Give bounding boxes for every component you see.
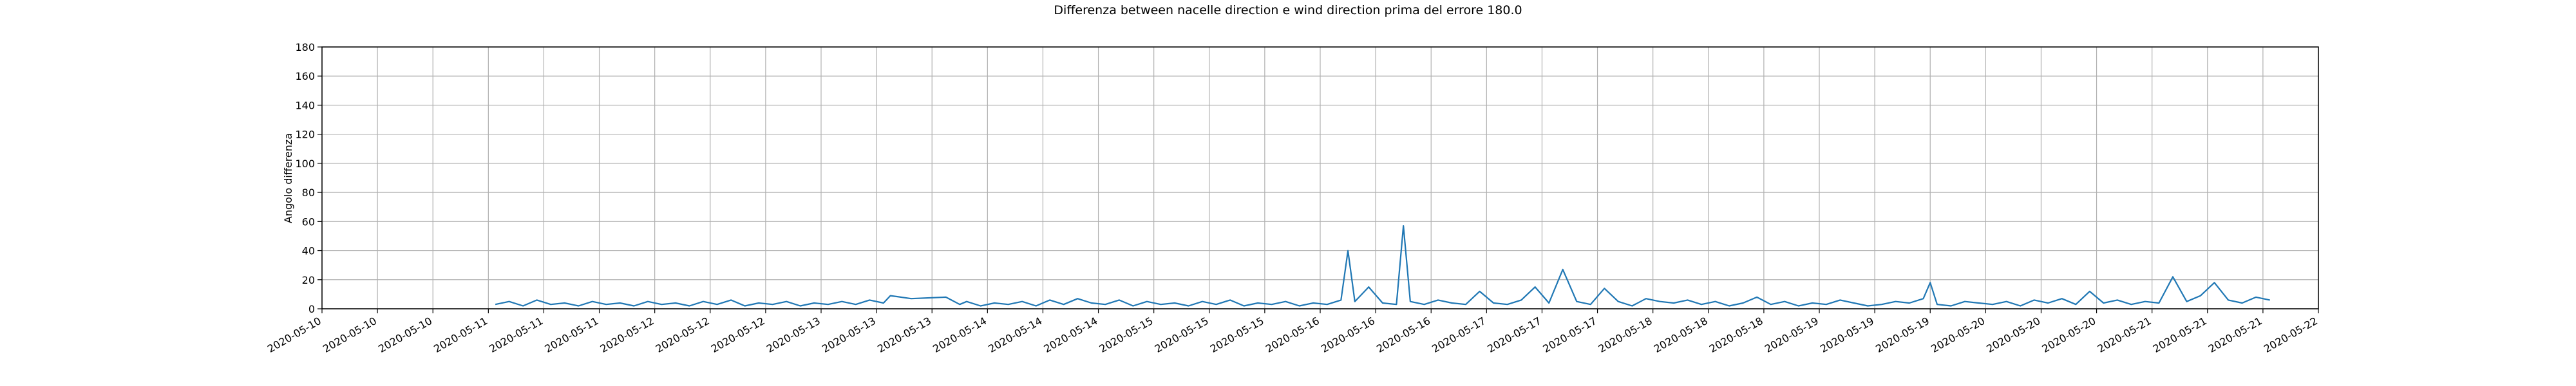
- x-tick-label: 2020-05-18: [1707, 315, 1765, 355]
- x-tick-label: 2020-05-10: [321, 315, 379, 355]
- x-tick-label: 2020-05-13: [764, 315, 822, 355]
- x-tick-label: 2020-05-17: [1430, 315, 1488, 355]
- x-tick-label: 2020-05-12: [709, 315, 767, 355]
- x-tick-label: 2020-05-15: [1153, 315, 1211, 355]
- grid: [321, 46, 2319, 309]
- x-tick-label: 2020-05-20: [2040, 315, 2098, 355]
- y-tick-label: 80: [302, 187, 315, 199]
- x-tick-label: 2020-05-22: [2262, 315, 2320, 355]
- y-axis-label: Angolo differenza: [282, 133, 294, 223]
- x-axis: 2020-05-102020-05-102020-05-102020-05-11…: [265, 309, 2320, 355]
- x-tick-label: 2020-05-19: [1763, 315, 1821, 355]
- y-tick-label: 100: [295, 158, 315, 170]
- x-tick-label: 2020-05-13: [820, 315, 878, 355]
- y-tick-label: 140: [295, 99, 315, 111]
- x-tick-label: 2020-05-19: [1873, 315, 1931, 355]
- y-axis: 0 20 40 60 80 100 120 140 160 180: [295, 41, 322, 315]
- y-tick-label: 20: [302, 274, 315, 286]
- x-tick-label: 2020-05-18: [1652, 315, 1710, 355]
- y-tick-label: 180: [295, 41, 315, 53]
- x-tick-label: 2020-05-12: [654, 315, 712, 355]
- x-tick-label: 2020-05-13: [875, 315, 933, 355]
- x-tick-label: 2020-05-16: [1319, 315, 1377, 355]
- x-tick-label: 2020-05-15: [1208, 315, 1266, 355]
- x-tick-label: 2020-05-15: [1097, 315, 1155, 355]
- x-tick-label: 2020-05-19: [1818, 315, 1876, 355]
- x-tick-label: 2020-05-17: [1541, 315, 1599, 355]
- y-tick-label: 40: [302, 245, 315, 257]
- x-tick-label: 2020-05-10: [265, 315, 323, 355]
- series-line: [495, 225, 2270, 307]
- y-tick-label: 160: [295, 70, 315, 82]
- x-tick-label: 2020-05-11: [487, 315, 545, 355]
- x-tick-label: 2020-05-16: [1374, 315, 1432, 355]
- x-tick-label: 2020-05-11: [543, 315, 601, 355]
- x-tick-label: 2020-05-20: [1984, 315, 2042, 355]
- y-tick-label: 0: [308, 303, 315, 315]
- x-tick-label: 2020-05-14: [1042, 315, 1100, 355]
- x-tick-label: 2020-05-18: [1596, 315, 1654, 355]
- x-tick-label: 2020-05-21: [2151, 315, 2209, 355]
- series-group: [495, 225, 2270, 307]
- y-tick-label: 60: [302, 216, 315, 228]
- chart-title: Differenza between nacelle direction e w…: [1054, 3, 1522, 17]
- x-tick-label: 2020-05-21: [2206, 315, 2264, 355]
- x-tick-label: 2020-05-10: [376, 315, 434, 355]
- x-tick-label: 2020-05-12: [598, 315, 656, 355]
- x-tick-label: 2020-05-20: [1929, 315, 1987, 355]
- y-tick-label: 120: [295, 129, 315, 141]
- x-tick-label: 2020-05-21: [2096, 315, 2154, 355]
- x-tick-label: 2020-05-14: [931, 315, 989, 355]
- x-tick-label: 2020-05-16: [1264, 315, 1321, 355]
- x-tick-label: 2020-05-17: [1485, 315, 1543, 355]
- x-tick-label: 2020-05-14: [986, 315, 1044, 355]
- x-tick-label: 2020-05-11: [431, 315, 489, 355]
